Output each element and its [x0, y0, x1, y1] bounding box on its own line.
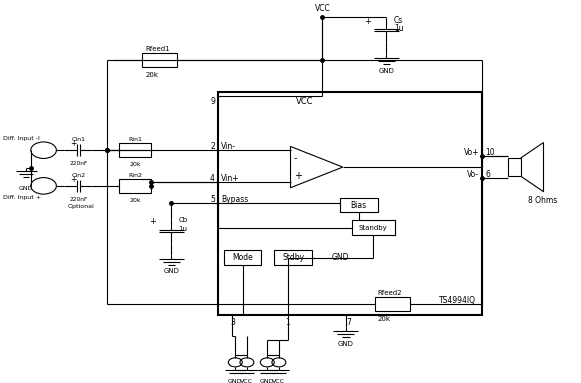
Text: VCC: VCC — [296, 97, 314, 106]
Text: 220nF: 220nF — [69, 161, 88, 166]
Text: Diff. Input +: Diff. Input + — [3, 195, 41, 200]
Text: -: - — [294, 153, 297, 163]
Text: Rfeed2: Rfeed2 — [378, 290, 402, 296]
Text: 4: 4 — [210, 174, 215, 183]
Text: 5: 5 — [210, 195, 215, 203]
Text: Mode: Mode — [232, 253, 253, 262]
Text: GND: GND — [19, 186, 33, 191]
Text: 8 Ohms: 8 Ohms — [528, 196, 557, 205]
Text: +: + — [294, 171, 302, 181]
Text: Cin2: Cin2 — [71, 173, 85, 178]
Text: Vin-: Vin- — [221, 142, 236, 151]
Bar — [340, 198, 378, 212]
Text: 220nF: 220nF — [69, 196, 88, 201]
Text: 6: 6 — [485, 170, 490, 179]
Text: 1: 1 — [285, 318, 290, 327]
Text: Standby: Standby — [359, 224, 388, 231]
Text: Diff. Input -I: Diff. Input -I — [3, 136, 40, 141]
Text: Vo+: Vo+ — [464, 147, 479, 157]
Text: 1u: 1u — [178, 226, 187, 232]
Text: Bypass: Bypass — [221, 195, 248, 203]
Text: 10: 10 — [485, 147, 495, 157]
Text: GND: GND — [331, 253, 349, 262]
Text: 2: 2 — [210, 142, 215, 151]
Text: +: + — [71, 139, 77, 148]
Bar — [142, 53, 177, 67]
Bar — [274, 250, 312, 265]
Text: VCC: VCC — [314, 4, 331, 13]
Text: Stdby: Stdby — [282, 253, 304, 262]
Bar — [119, 144, 151, 157]
Text: GND: GND — [163, 268, 180, 275]
Text: Rfeed1: Rfeed1 — [145, 46, 170, 52]
Bar — [218, 92, 482, 316]
Text: 7: 7 — [346, 318, 351, 327]
Text: 20k: 20k — [129, 162, 141, 167]
Text: GND: GND — [338, 340, 354, 347]
Bar — [224, 250, 261, 265]
Text: Optional: Optional — [68, 204, 95, 209]
Text: GND: GND — [378, 67, 394, 74]
Text: Bias: Bias — [351, 201, 367, 210]
Text: +: + — [149, 216, 156, 226]
Bar — [119, 179, 151, 193]
Text: Cb: Cb — [178, 217, 188, 223]
Text: 3: 3 — [230, 318, 235, 327]
Text: VCC: VCC — [272, 380, 285, 383]
Text: GND: GND — [260, 380, 274, 383]
Text: +: + — [71, 175, 77, 183]
Text: TS4994IQ: TS4994IQ — [439, 296, 476, 305]
Text: Vo-: Vo- — [467, 170, 479, 179]
Text: 20k: 20k — [378, 316, 390, 322]
Text: 9: 9 — [210, 97, 215, 106]
Text: 20k: 20k — [145, 72, 158, 78]
Text: 1u: 1u — [394, 24, 404, 33]
Text: +: + — [364, 17, 371, 26]
Text: Vin+: Vin+ — [221, 174, 239, 183]
Text: Rin2: Rin2 — [128, 173, 142, 178]
Bar — [375, 297, 410, 311]
Text: GND: GND — [228, 380, 242, 383]
Text: Cs: Cs — [394, 16, 403, 25]
Bar — [352, 220, 395, 235]
Text: VCC: VCC — [241, 380, 253, 383]
Text: Cin1: Cin1 — [71, 137, 85, 142]
Bar — [508, 158, 521, 177]
Text: 20k: 20k — [129, 198, 141, 203]
Text: Rin1: Rin1 — [128, 137, 142, 142]
